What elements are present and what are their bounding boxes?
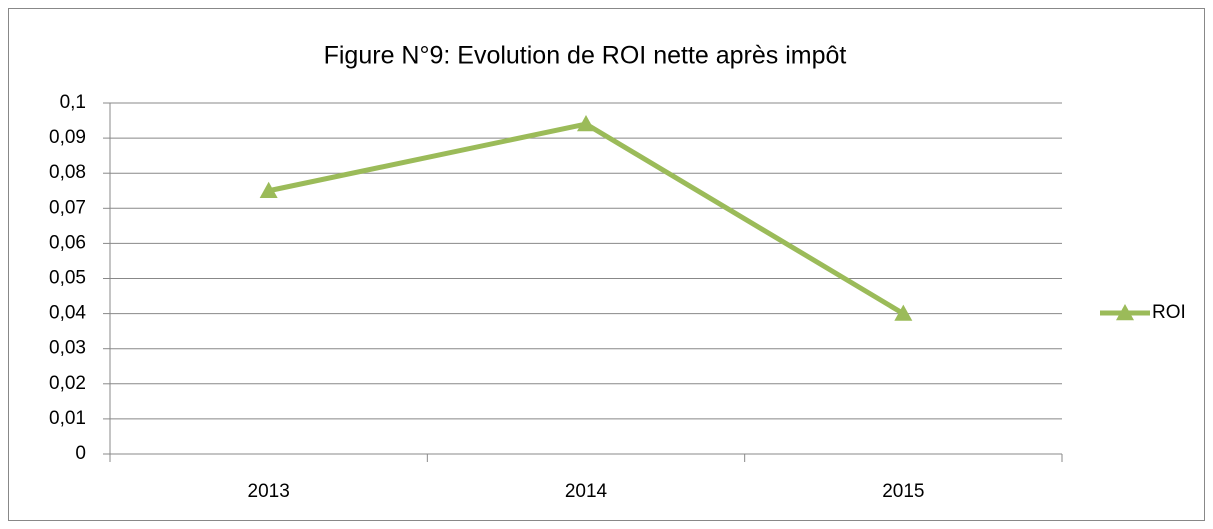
chart-title: Figure N°9: Evolution de ROI nette après… [324, 42, 847, 70]
point-marker [259, 181, 278, 198]
y-tick-label: 0,04 [49, 303, 86, 324]
y-tick-label: 0 [75, 443, 86, 464]
y-tick-label: 0,1 [60, 92, 86, 113]
x-tick-label: 2015 [882, 481, 924, 502]
y-tick-label: 0,02 [49, 373, 86, 394]
y-tick-label: 0,01 [49, 408, 86, 429]
y-tick-label: 0,09 [49, 127, 86, 148]
y-tick-label: 0,07 [49, 197, 86, 218]
point-marker [894, 304, 913, 321]
legend-label: ROI [1152, 302, 1186, 323]
y-tick-label: 0,06 [49, 232, 86, 253]
legend-marker [1116, 304, 1134, 321]
x-tick-label: 2013 [248, 481, 290, 502]
x-tick-label: 2014 [565, 481, 608, 502]
y-tick-label: 0,03 [49, 338, 86, 359]
y-tick-label: 0,08 [49, 162, 86, 183]
y-tick-label: 0,05 [49, 268, 86, 289]
point-marker [577, 115, 595, 132]
chart-frame [8, 8, 1205, 521]
